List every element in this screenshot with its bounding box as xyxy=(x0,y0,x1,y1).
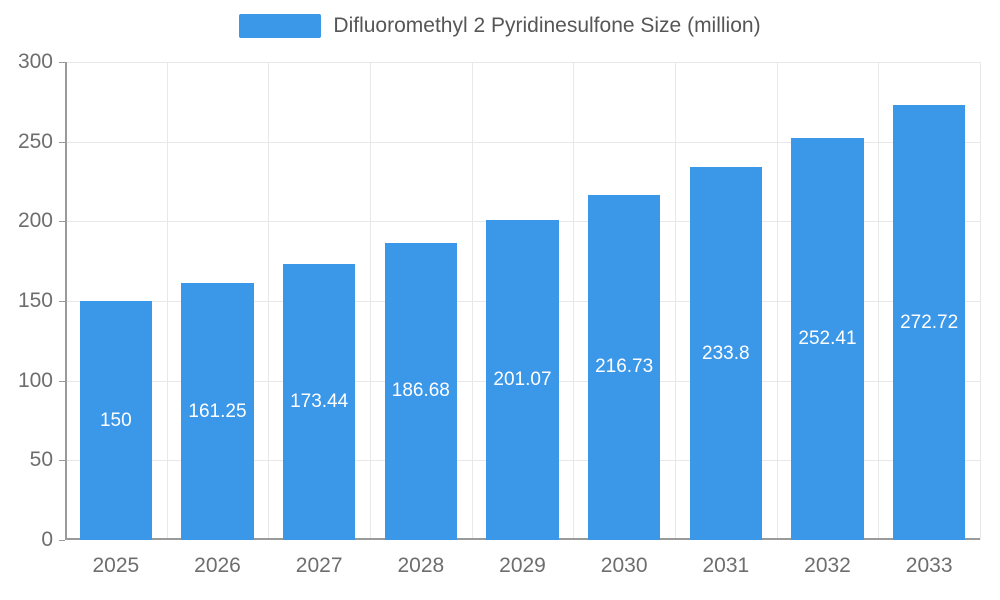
legend-label: Difluoromethyl 2 Pyridinesulfone Size (m… xyxy=(333,14,761,37)
x-axis-tick-label: 2033 xyxy=(905,554,953,577)
gridline-vertical xyxy=(675,62,676,540)
y-axis-tick-label: 250 xyxy=(17,129,53,153)
bar-2025[interactable]: 150 xyxy=(79,301,152,540)
y-axis-tick-label: 200 xyxy=(17,209,53,233)
bar-2032[interactable]: 252.41 xyxy=(791,137,864,540)
gridline-horizontal xyxy=(65,141,980,143)
y-axis-tick-mark xyxy=(59,380,65,382)
y-axis-tick-label: 300 xyxy=(17,50,53,73)
bar-2027[interactable]: 173.44 xyxy=(283,263,356,540)
x-axis-tick-label: 2031 xyxy=(702,554,750,577)
y-axis-tick-label: 0 xyxy=(41,528,53,551)
gridline-vertical xyxy=(471,62,473,540)
gridline-horizontal xyxy=(65,62,980,63)
y-axis-tick-mark xyxy=(59,540,65,541)
x-axis-tick-label: 2029 xyxy=(499,554,546,577)
bar-value-label: 233.8 xyxy=(702,342,750,364)
y-axis-line xyxy=(65,62,67,540)
y-axis-tick-mark xyxy=(59,141,65,143)
legend[interactable]: Difluoromethyl 2 Pyridinesulfone Size (m… xyxy=(0,14,1000,38)
y-axis-tick-mark xyxy=(59,460,65,462)
y-axis-tick-label: 50 xyxy=(29,448,53,472)
bar-2033[interactable]: 272.72 xyxy=(893,105,966,540)
x-axis-tick-label: 2026 xyxy=(194,554,241,577)
bar-value-label: 161.25 xyxy=(188,400,247,422)
legend-swatch xyxy=(239,14,322,38)
bar-value-label: 173.44 xyxy=(290,390,349,412)
gridline-vertical xyxy=(166,62,168,540)
y-axis-tick-mark xyxy=(59,301,65,302)
bar-2029[interactable]: 201.07 xyxy=(486,219,559,540)
gridline-vertical xyxy=(878,62,880,540)
y-axis-tick-label: 150 xyxy=(17,289,53,312)
gridline-vertical xyxy=(268,62,270,540)
x-axis-tick-label: 2027 xyxy=(295,554,343,577)
plot-area: 0 50 100 150 200 250 300 150 2025 161.25 2026 173.4… xyxy=(18,50,981,577)
bar-value-label: 252.41 xyxy=(798,327,857,349)
bar-value-label: 272.72 xyxy=(900,311,959,333)
bar-value-label: 150 xyxy=(99,409,132,431)
y-axis-tick-mark xyxy=(59,221,65,223)
gridline-vertical xyxy=(980,62,981,540)
bar-2031[interactable]: 233.8 xyxy=(689,167,762,540)
bar-2026[interactable]: 161.25 xyxy=(181,283,254,540)
gridline-vertical xyxy=(573,62,575,540)
x-axis-tick-label: 2025 xyxy=(92,554,140,577)
y-axis-tick-mark xyxy=(59,62,65,63)
y-axis-tick-label: 100 xyxy=(17,368,53,392)
bar-2030[interactable]: 216.73 xyxy=(588,194,661,540)
bar-value-label: 216.73 xyxy=(595,356,654,378)
gridline-vertical xyxy=(370,62,371,540)
bar-value-label: 186.68 xyxy=(391,380,450,402)
x-axis-tick-label: 2028 xyxy=(397,554,445,577)
gridline-vertical xyxy=(776,62,778,540)
x-axis-tick-label: 2032 xyxy=(804,554,851,577)
bar-2028[interactable]: 186.68 xyxy=(384,242,457,540)
bar-value-label: 201.07 xyxy=(493,368,552,390)
x-axis-tick-label: 2030 xyxy=(600,554,648,577)
